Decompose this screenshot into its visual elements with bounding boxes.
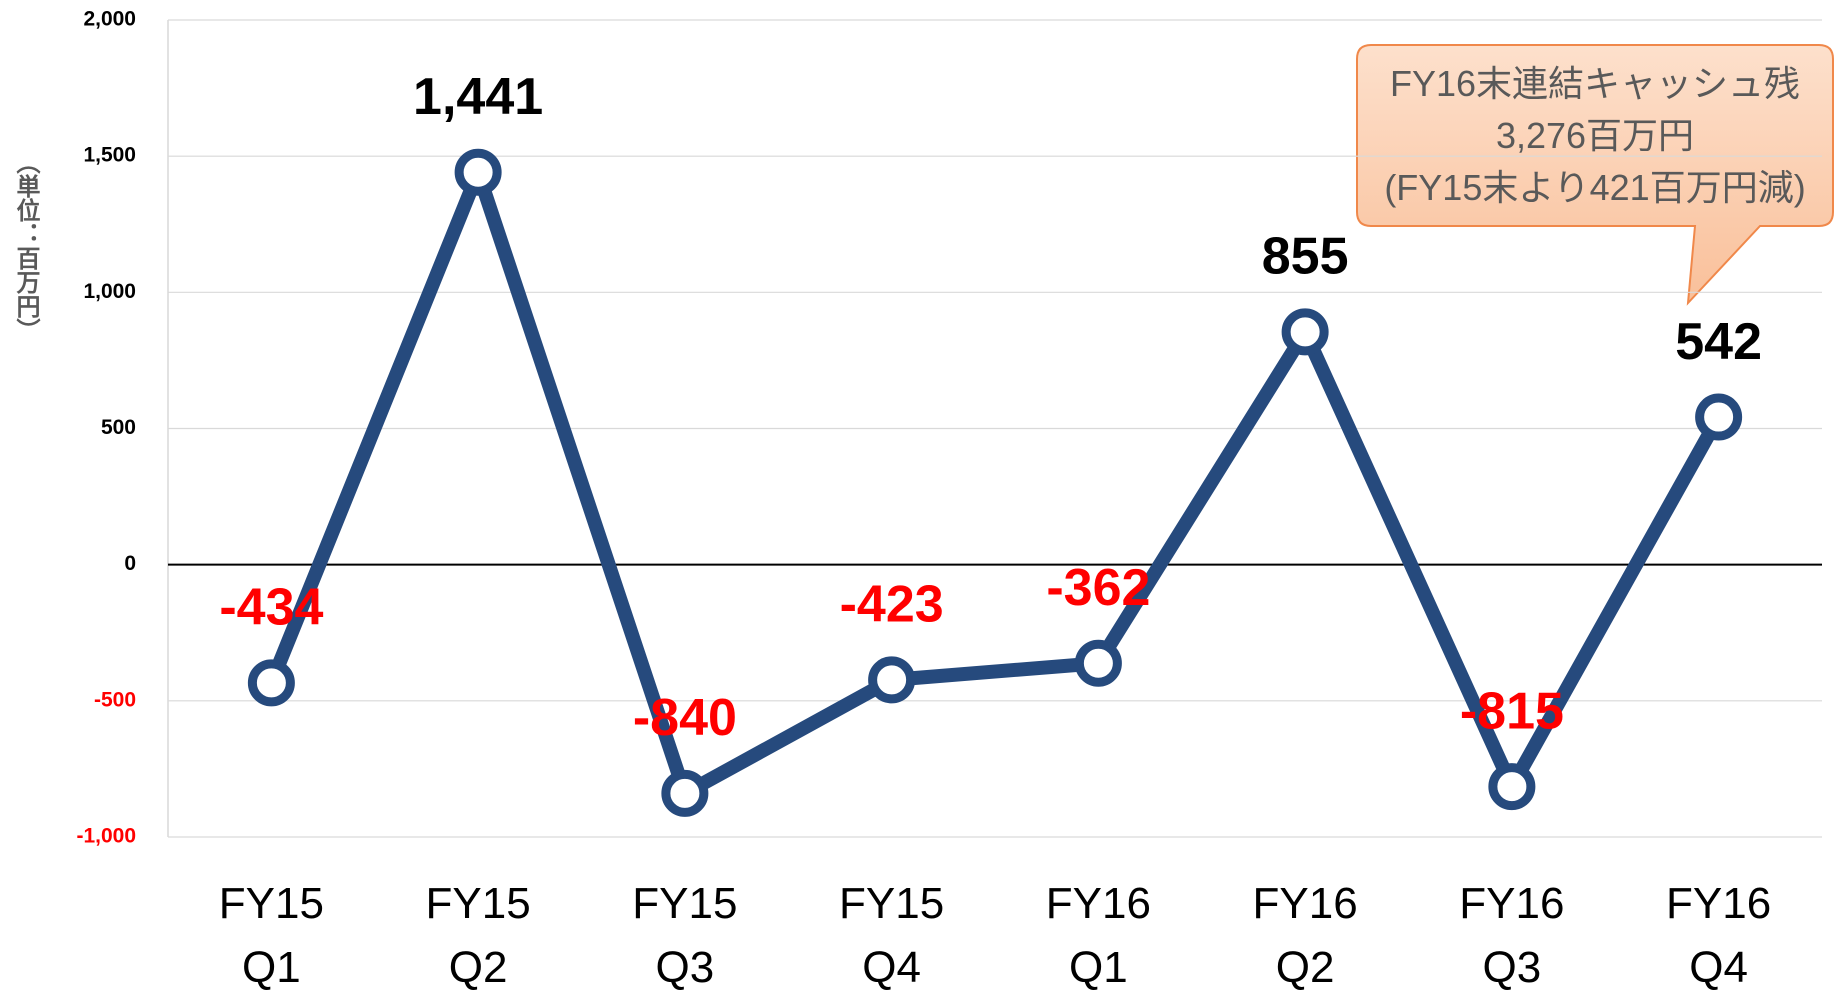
y-axis-label: （単位：百万円） — [12, 150, 39, 342]
x-tick-label: FY15 Q3 — [632, 879, 738, 992]
callout-line: (FY15末より421百万円減) — [1384, 166, 1806, 208]
callout-text: FY16末連結キャッシュ残 3,276百万円 (FY15末より421百万円減) — [1357, 45, 1833, 226]
data-label: 1,441 — [413, 68, 543, 126]
line — [264, 165, 1725, 801]
data-label: -815 — [1460, 682, 1564, 740]
callout-line: 3,276百万円 — [1495, 114, 1695, 156]
callout-line: FY16末連結キャッシュ残 — [1389, 62, 1801, 104]
marker — [1074, 639, 1122, 687]
x-tick-label: FY15 Q1 — [218, 879, 324, 992]
y-tick-label: 1,000 — [83, 280, 136, 303]
marker — [1488, 763, 1536, 811]
marker — [868, 656, 916, 704]
y-tick-label: 2,000 — [83, 8, 136, 31]
data-label: -434 — [219, 579, 323, 637]
marker — [454, 148, 502, 196]
x-tick-label: FY16 Q4 — [1666, 879, 1772, 992]
marker — [661, 769, 709, 817]
y-tick-label: 1,500 — [83, 144, 136, 167]
y-tick-label: -500 — [94, 688, 136, 711]
x-tick-label: FY16 Q1 — [1045, 879, 1151, 992]
y-tick-label: 500 — [101, 416, 136, 439]
data-label: -423 — [840, 576, 944, 634]
data-label: 542 — [1675, 313, 1762, 371]
x-tick-label: FY16 Q2 — [1252, 879, 1358, 992]
marker — [247, 659, 295, 707]
x-tick-label: FY15 Q4 — [839, 879, 945, 992]
callout-box — [1356, 44, 1834, 306]
data-label: 855 — [1262, 228, 1349, 286]
marker — [1695, 393, 1743, 441]
x-tick-label: FY16 Q3 — [1459, 879, 1565, 992]
data-label: -840 — [633, 689, 737, 747]
data-label: -362 — [1046, 559, 1150, 617]
y-tick-label: 0 — [124, 552, 136, 575]
marker — [1281, 308, 1329, 356]
x-tick-label: FY15 Q2 — [425, 879, 531, 992]
y-tick-label: -1,000 — [76, 825, 136, 848]
